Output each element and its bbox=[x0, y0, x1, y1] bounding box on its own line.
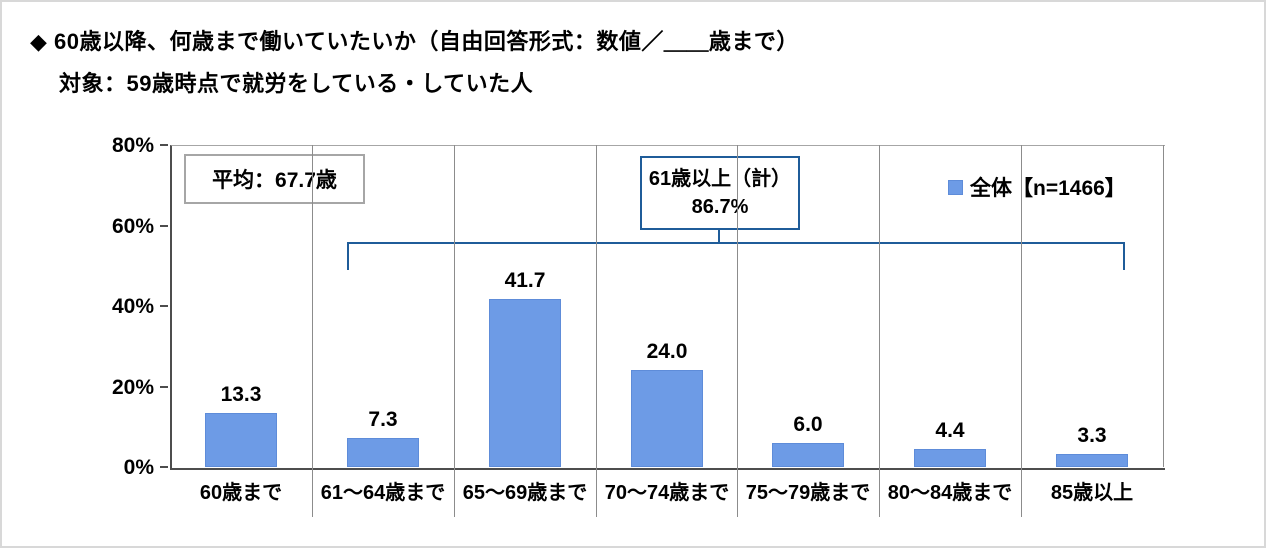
bracket-right-tick bbox=[1123, 242, 1125, 270]
y-axis-tick-mark bbox=[160, 385, 168, 388]
bar-7 bbox=[1056, 454, 1128, 467]
category-label: 61～64歳まで bbox=[320, 482, 446, 504]
bar-value-label: 3.3 bbox=[1077, 424, 1107, 447]
category-label: 85歳以上 bbox=[1050, 482, 1134, 504]
y-axis-tick-mark bbox=[160, 305, 168, 307]
bar-4 bbox=[631, 370, 703, 467]
bar-value-label: 24.0 bbox=[646, 340, 688, 363]
bar-5 bbox=[772, 443, 844, 467]
bar-value-label: 41.7 bbox=[504, 269, 546, 292]
bar-value-label: 7.3 bbox=[368, 408, 398, 431]
category-label: 60歳まで bbox=[199, 482, 283, 504]
y-axis-tick-label: 80% bbox=[111, 134, 154, 157]
category-label: 65～69歳まで bbox=[462, 482, 588, 504]
bracket-box-connector bbox=[718, 230, 720, 243]
bar-value-label: 6.0 bbox=[793, 413, 823, 436]
y-axis-tick-mark bbox=[160, 144, 168, 146]
category-label: 80～84歳まで bbox=[887, 482, 1013, 504]
category-separator-line bbox=[879, 145, 881, 517]
y-axis-tick-mark bbox=[160, 224, 168, 227]
category-separator-line bbox=[1021, 145, 1023, 517]
category-label: 70～74歳まで bbox=[604, 482, 730, 504]
legend-label: 全体【n=1466】 bbox=[970, 177, 1126, 200]
group-total-value: 86.7% bbox=[691, 196, 749, 218]
legend-marker-icon bbox=[948, 179, 963, 195]
category-separator-line bbox=[737, 145, 739, 517]
page-title: ◆ 60歳以降、何歳まで働いていたいか（自由回答形式：数値／＿＿歳まで） bbox=[30, 29, 799, 54]
y-axis-tick-label: 60% bbox=[111, 214, 154, 238]
y-axis-tick-mark bbox=[160, 466, 168, 468]
bar-value-label: 13.3 bbox=[220, 383, 262, 406]
category-label: 75～79歳まで bbox=[745, 482, 871, 504]
average-annotation-text: 平均：67.7歳 bbox=[212, 169, 337, 192]
legend: 全体【n=1466】 bbox=[948, 172, 1126, 202]
category-separator-line bbox=[453, 145, 455, 517]
plot-right-border bbox=[1163, 145, 1164, 467]
y-axis-tick-label: 20% bbox=[111, 375, 154, 399]
page-subtitle: 対象：59歳時点で就労をしている・していた人 bbox=[59, 71, 534, 96]
bracket-left-tick bbox=[347, 242, 349, 270]
y-axis-tick-label: 0% bbox=[123, 456, 154, 479]
category-separator-line bbox=[311, 145, 313, 517]
group-total-label: 61歳以上（計） bbox=[648, 168, 792, 190]
group-total-box: 61歳以上（計） 86.7% bbox=[640, 156, 800, 230]
category-separator-line bbox=[595, 145, 597, 517]
bracket-horizontal-line bbox=[347, 242, 1125, 244]
y-axis-tick-label: 40% bbox=[111, 295, 154, 318]
plot-area bbox=[170, 145, 1165, 470]
average-annotation-box: 平均：67.7歳 bbox=[184, 154, 365, 204]
bar-1 bbox=[205, 413, 277, 467]
bar-6 bbox=[914, 449, 986, 467]
bar-value-label: 4.4 bbox=[935, 419, 965, 442]
bar-3 bbox=[489, 299, 561, 467]
bar-2 bbox=[347, 438, 419, 467]
